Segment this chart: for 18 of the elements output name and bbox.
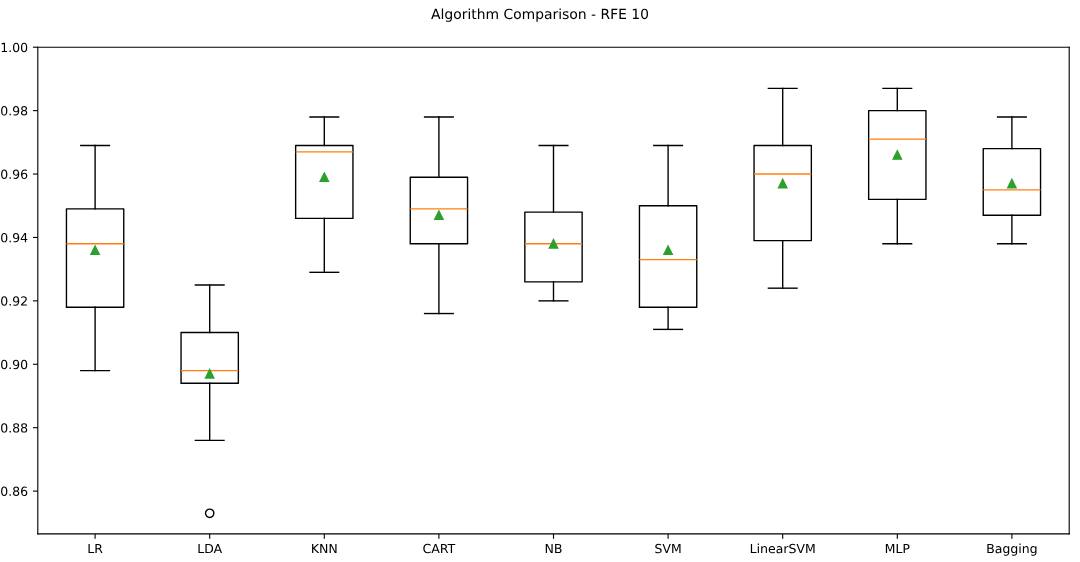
x-tick-label: MLP [885,544,910,554]
x-tick-label: CART [423,543,456,554]
x-tick-label: LinearSVM [750,543,815,554]
y-tick-label: 0.92 [1,296,27,306]
y-tick-label: 0.94 [1,232,28,243]
y-tick-label: 0.88 [1,423,28,433]
y-tick-label: 0.98 [1,106,28,116]
x-tick-label: Bagging [987,543,1037,556]
y-tick-label: 0.86 [1,486,28,497]
y-tick-label: 0.90 [1,359,28,370]
x-tick-label: NB [545,544,562,554]
x-tick-label: LDA [198,544,223,554]
x-tick-label: KNN [312,544,337,554]
y-tick-label: 1.00 [1,42,28,53]
chart-title: Algorithm Comparison - RFE 10 [431,8,649,22]
x-tick-label: SVM [655,543,681,554]
y-tick-label: 0.96 [1,169,28,179]
x-tick-label: LR [88,544,103,554]
